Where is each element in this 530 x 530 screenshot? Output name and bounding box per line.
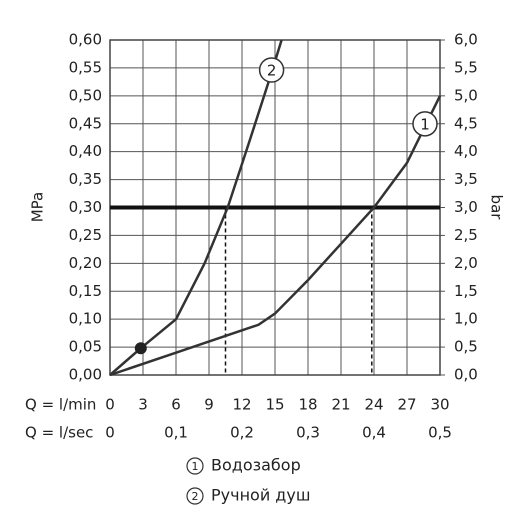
y2-tick-label: 4,0: [454, 142, 478, 160]
curve-label: 2: [267, 62, 277, 80]
curve-label: 1: [420, 115, 430, 133]
y-tick-label: 0,30: [69, 198, 102, 216]
x-tick-label: 27: [397, 396, 416, 414]
y-tick-label: 0,10: [69, 310, 102, 328]
curve: [109, 95, 442, 377]
legend-label: Ручной душ: [211, 486, 310, 505]
y2-tick-label: 2,0: [454, 254, 478, 272]
legend-number: 1: [192, 460, 199, 473]
y-tick-label: 0,50: [69, 86, 102, 104]
x2-tick-label: 0,3: [296, 424, 320, 442]
legend-circle: [186, 457, 204, 475]
y2-axis-label: bar: [488, 195, 506, 221]
y2-tick-label: 0,5: [454, 338, 478, 356]
x-tick-label: 24: [364, 396, 383, 414]
y2-tick-label: 3,0: [454, 198, 478, 216]
legend-circle: [186, 487, 204, 505]
y-tick-label: 0,25: [69, 226, 102, 244]
y2-tick-label: 2,5: [454, 226, 478, 244]
x-tick-label: 30: [430, 396, 449, 414]
y-tick-label: 0,00: [69, 366, 102, 384]
y-tick-label: 0,60: [69, 31, 102, 49]
x-tick-label: 0: [105, 396, 115, 414]
y-tick-label: 0,40: [69, 142, 102, 160]
x-tick-label: 18: [298, 396, 317, 414]
y2-tick-label: 1,0: [454, 310, 478, 328]
y-axis-label: MPa: [29, 192, 47, 223]
y2-tick-label: 5,5: [454, 58, 478, 76]
y2-tick-label: 5,0: [454, 86, 478, 104]
x-tick-label: 15: [265, 396, 284, 414]
y2-tick-label: 6,0: [454, 31, 478, 49]
legend-number: 2: [192, 490, 199, 503]
curve: [109, 39, 283, 376]
y2-tick-label: 4,5: [454, 114, 478, 132]
y-tick-label: 0,35: [69, 170, 102, 188]
x-tick-label: 3: [138, 396, 148, 414]
curve-label-circle: [412, 111, 438, 137]
y2-tick-label: 0,0: [454, 366, 478, 384]
y-tick-label: 0,45: [69, 114, 102, 132]
x2-axis-label: Q = l/sec: [25, 424, 93, 442]
x2-tick-label: 0,5: [428, 424, 452, 442]
y2-tick-label: 1,5: [454, 282, 478, 300]
y-tick-label: 0,15: [69, 282, 102, 300]
x-tick-label: 21: [331, 396, 350, 414]
y-tick-label: 0,05: [69, 338, 102, 356]
x2-tick-label: 0,4: [362, 424, 386, 442]
y-tick-label: 0,20: [69, 254, 102, 272]
x2-tick-label: 0: [105, 424, 115, 442]
x-tick-label: 6: [171, 396, 181, 414]
x2-tick-label: 0,1: [164, 424, 188, 442]
legend-label: Водозабор: [211, 456, 301, 475]
marker-point: [134, 342, 147, 355]
y2-tick-label: 3,5: [454, 170, 478, 188]
curve-label-circle: [258, 57, 285, 83]
y-tick-label: 0,55: [69, 58, 102, 76]
x-axis-label: Q = l/min: [25, 396, 96, 414]
x2-tick-label: 0,2: [230, 424, 254, 442]
x-tick-label: 12: [232, 396, 251, 414]
x-tick-label: 9: [204, 396, 214, 414]
